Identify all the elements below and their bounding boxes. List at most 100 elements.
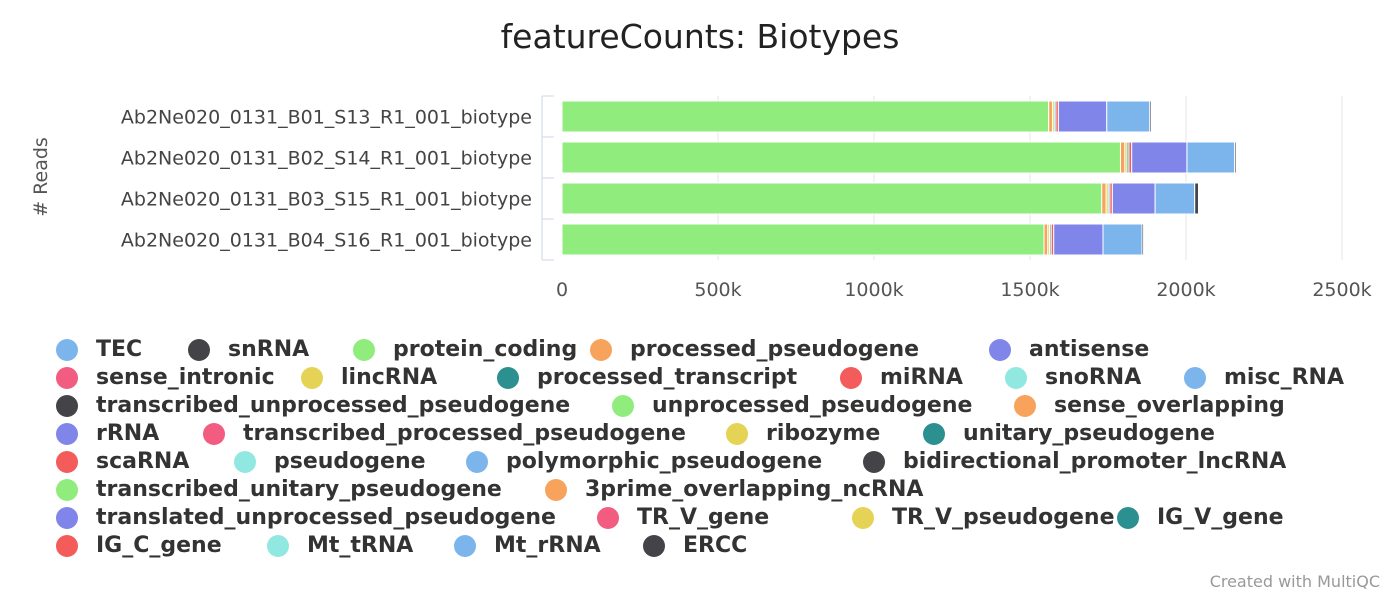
legend-swatch	[267, 535, 289, 557]
legend-swatch	[1014, 395, 1036, 417]
legend-swatch	[466, 451, 488, 473]
legend-label: snRNA	[228, 337, 310, 362]
legend-label: transcribed_unprocessed_pseudogene	[96, 393, 571, 418]
bar-segment[interactable]	[1111, 182, 1156, 215]
bar-segment[interactable]	[561, 141, 1121, 174]
x-tick-label: 2500k	[1312, 279, 1371, 301]
legend-label: translated_unprocessed_pseudogene	[96, 505, 556, 530]
bar-segment[interactable]	[1194, 182, 1199, 215]
legend-swatch	[56, 339, 78, 361]
legend-swatch	[56, 479, 78, 501]
legend-swatch	[1005, 367, 1027, 389]
legend-swatch	[454, 535, 476, 557]
category-label: Ab2Ne020_0131_B01_S13_R1_001_biotype	[121, 107, 532, 129]
legend-label: misc_RNA	[1224, 365, 1344, 390]
legend-swatch	[726, 423, 748, 445]
bar-segment[interactable]	[1106, 100, 1151, 133]
x-tick-label: 1500k	[1000, 279, 1059, 301]
legend-label: processed_pseudogene	[630, 337, 920, 362]
legend-swatch	[840, 367, 862, 389]
legend-label: 3prime_overlapping_ncRNA	[585, 477, 924, 502]
legend-label: ERCC	[683, 533, 748, 558]
legend-label: sense_overlapping	[1054, 393, 1285, 418]
legend-label: TEC	[96, 337, 143, 362]
legend-swatch	[545, 479, 567, 501]
chart-title: featureCounts: Biotypes	[501, 17, 900, 56]
legend-swatch	[234, 451, 256, 473]
legend-swatch	[56, 451, 78, 473]
legend-label: rRNA	[96, 421, 160, 446]
bar-segment[interactable]	[1186, 141, 1236, 174]
x-axis-ticks: 0 500k 1000k 1500k 2000k 2500k	[556, 279, 1372, 301]
legend-label: transcribed_processed_pseudogene	[243, 421, 686, 446]
bar-segment[interactable]	[1053, 223, 1104, 256]
legend-swatch	[497, 367, 519, 389]
legend-label: transcribed_unitary_pseudogene	[96, 477, 502, 502]
legend-label: pseudogene	[274, 449, 426, 474]
bar-segment[interactable]	[1043, 223, 1049, 256]
legend-label: Mt_rRNA	[494, 533, 601, 558]
legend-label: Mt_tRNA	[307, 533, 414, 558]
legend-swatch	[923, 423, 945, 445]
category-label: Ab2Ne020_0131_B04_S16_R1_001_biotype	[121, 230, 532, 252]
bars	[561, 100, 1237, 256]
legend-swatch	[590, 339, 612, 361]
bar-segment[interactable]	[561, 182, 1103, 215]
legend-swatch	[989, 339, 1011, 361]
multiqc-credit[interactable]: Created with MultiQC	[1209, 572, 1380, 591]
x-tick-label: 1000k	[844, 279, 903, 301]
legend-label: processed_transcript	[537, 365, 798, 390]
bar-segment[interactable]	[561, 100, 1050, 133]
legend-swatch	[612, 395, 634, 417]
legend-label: snoRNA	[1045, 365, 1142, 390]
x-tick-label: 0	[556, 279, 568, 301]
legend-swatch	[643, 535, 665, 557]
legend-swatch	[188, 339, 210, 361]
legend-swatch	[56, 395, 78, 417]
legend-label: TR_V_gene	[637, 505, 770, 530]
legend-label: sense_intronic	[96, 365, 275, 390]
bar-segment[interactable]	[1102, 223, 1143, 256]
bar-segment[interactable]	[561, 223, 1045, 256]
legend-label: protein_coding	[393, 337, 578, 362]
bar-segment[interactable]	[1234, 141, 1237, 174]
bar-segment[interactable]	[1141, 223, 1145, 256]
legend-label: ribozyme	[766, 421, 881, 446]
category-axis: Ab2Ne020_0131_B01_S13_R1_001_biotype Ab2N…	[121, 95, 554, 261]
bar-segment[interactable]	[1154, 182, 1196, 215]
legend-label: IG_C_gene	[96, 533, 222, 558]
legend-swatch	[863, 451, 885, 473]
y-axis-title: # Reads	[30, 137, 52, 217]
bar-segment[interactable]	[1057, 100, 1108, 133]
legend-swatch	[56, 423, 78, 445]
legend-label: antisense	[1029, 337, 1150, 362]
legend-swatch	[852, 507, 874, 529]
legend-label: bidirectional_promoter_lncRNA	[903, 449, 1287, 474]
bar-segment[interactable]	[1119, 141, 1126, 174]
legend-swatch	[1117, 507, 1139, 529]
legend-label: scaRNA	[96, 449, 190, 474]
legend-label: polymorphic_pseudogene	[506, 449, 823, 474]
bar-segment[interactable]	[1048, 100, 1053, 133]
legend-swatch	[56, 367, 78, 389]
biotypes-chart: featureCounts: Biotypes # Reads Ab2Ne020…	[30, 17, 1372, 301]
legend-label: unprocessed_pseudogene	[652, 393, 973, 418]
legend-label: unitary_pseudogene	[963, 421, 1215, 446]
legend-swatch	[56, 507, 78, 529]
legend-label: miRNA	[880, 365, 963, 390]
x-tick-label: 500k	[694, 279, 741, 301]
legend-swatch	[597, 507, 619, 529]
legend-swatch	[301, 367, 323, 389]
category-label: Ab2Ne020_0131_B03_S15_R1_001_biotype	[121, 189, 532, 211]
legend-swatch	[1184, 367, 1206, 389]
legend-label: lincRNA	[341, 365, 438, 390]
legend-label: IG_V_gene	[1157, 505, 1284, 530]
bar-segment[interactable]	[1149, 100, 1152, 133]
legend-label: TR_V_pseudogene	[892, 505, 1115, 530]
x-tick-label: 2000k	[1156, 279, 1215, 301]
bar-segment[interactable]	[1101, 182, 1107, 215]
legend-swatch	[56, 535, 78, 557]
bar-segment[interactable]	[1131, 141, 1188, 174]
category-label: Ab2Ne020_0131_B02_S14_R1_001_biotype	[121, 148, 532, 170]
legend-swatch	[353, 339, 375, 361]
